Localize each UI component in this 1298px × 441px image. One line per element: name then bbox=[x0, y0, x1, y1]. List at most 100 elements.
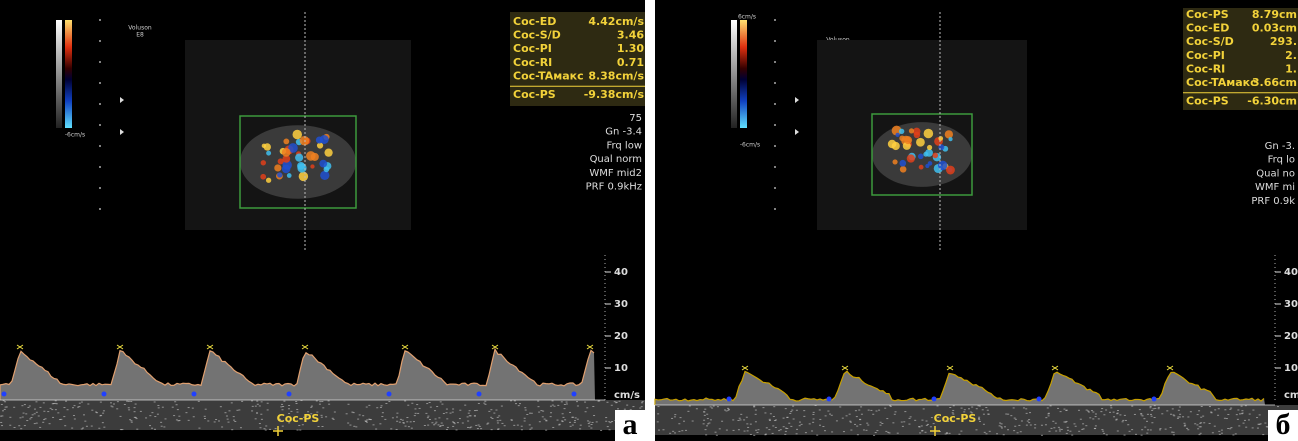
flow-pixel bbox=[919, 165, 924, 170]
speckle bbox=[438, 417, 440, 418]
speckle bbox=[231, 402, 233, 403]
speckle bbox=[1103, 414, 1105, 415]
speckle bbox=[129, 419, 131, 420]
speckle bbox=[427, 425, 429, 426]
speckle bbox=[435, 418, 437, 419]
speckle bbox=[872, 414, 874, 415]
flow-pixel bbox=[946, 166, 955, 175]
speckle bbox=[396, 421, 398, 422]
speckle bbox=[407, 405, 409, 406]
speckle bbox=[1214, 426, 1216, 427]
speckle bbox=[1050, 405, 1052, 406]
speckle bbox=[240, 427, 242, 428]
speckle bbox=[45, 418, 47, 419]
speckle bbox=[609, 422, 611, 423]
speckle bbox=[827, 411, 829, 412]
speckle bbox=[446, 418, 448, 419]
measurement-name: Coc-TAмакс bbox=[1186, 76, 1257, 89]
speckle bbox=[30, 417, 32, 418]
speckle bbox=[1158, 407, 1160, 408]
ed-marker bbox=[1152, 397, 1157, 402]
speckle bbox=[1217, 415, 1219, 416]
speckle bbox=[417, 413, 419, 414]
speckle bbox=[746, 423, 748, 424]
speckle bbox=[1100, 411, 1102, 412]
speckle bbox=[1150, 414, 1152, 415]
flow-pixel bbox=[918, 154, 924, 160]
speckle bbox=[1218, 408, 1220, 409]
speckle bbox=[259, 423, 261, 424]
speckle bbox=[521, 429, 523, 430]
speckle bbox=[859, 424, 861, 425]
speckle bbox=[362, 415, 364, 416]
speckle bbox=[234, 421, 236, 422]
speckle bbox=[902, 426, 904, 427]
speckle bbox=[1001, 423, 1003, 424]
speckle bbox=[161, 426, 163, 427]
depth-dot bbox=[774, 208, 776, 210]
speckle bbox=[419, 408, 421, 409]
speckle bbox=[662, 429, 664, 430]
flow-pixel bbox=[310, 164, 314, 168]
speckle bbox=[490, 409, 492, 410]
speckle bbox=[738, 429, 740, 430]
speckle bbox=[778, 430, 780, 431]
speckle bbox=[513, 425, 515, 426]
speckle bbox=[497, 420, 499, 421]
color-bar bbox=[65, 20, 72, 128]
speckle bbox=[1139, 409, 1141, 410]
speckle bbox=[501, 423, 503, 424]
speckle bbox=[773, 406, 775, 407]
speckle bbox=[504, 425, 506, 426]
speckle bbox=[562, 417, 564, 418]
speckle bbox=[868, 410, 870, 411]
speckle bbox=[467, 416, 469, 417]
gray-bar bbox=[56, 20, 62, 128]
speckle bbox=[566, 402, 568, 403]
speckle bbox=[607, 426, 609, 427]
speckle bbox=[1026, 413, 1028, 414]
speckle bbox=[55, 400, 57, 401]
speckle bbox=[715, 432, 717, 433]
measurement-value: 8.79cm bbox=[1252, 8, 1297, 21]
flow-pixel bbox=[320, 171, 329, 180]
measurement-name: Coc-TAмакс bbox=[513, 69, 584, 82]
speckle bbox=[98, 428, 100, 429]
measurement-value: 2. bbox=[1285, 49, 1297, 62]
scale-label: 20 bbox=[1284, 331, 1298, 342]
speckle bbox=[81, 428, 83, 429]
speckle bbox=[1230, 408, 1232, 409]
speckle bbox=[641, 402, 643, 403]
speckle bbox=[524, 418, 526, 419]
speckle bbox=[174, 401, 176, 402]
speckle bbox=[4, 409, 6, 410]
speckle bbox=[29, 418, 31, 419]
speckle bbox=[1103, 433, 1105, 434]
speckle bbox=[256, 401, 258, 402]
speckle bbox=[160, 422, 162, 423]
speckle bbox=[1125, 420, 1127, 421]
speckle bbox=[683, 421, 685, 422]
speckle bbox=[713, 406, 715, 407]
speckle bbox=[110, 402, 112, 403]
speckle bbox=[163, 426, 165, 427]
speckle bbox=[1226, 418, 1228, 419]
speckle bbox=[755, 430, 757, 431]
speckle bbox=[566, 403, 568, 404]
speckle bbox=[103, 410, 105, 411]
speckle bbox=[445, 412, 447, 413]
speckle bbox=[575, 417, 577, 418]
speckle bbox=[658, 430, 660, 431]
speckle bbox=[1131, 429, 1133, 430]
speckle bbox=[1119, 414, 1121, 415]
speckle bbox=[1248, 419, 1250, 420]
speckle bbox=[1186, 428, 1188, 429]
speckle bbox=[469, 427, 471, 428]
speckle bbox=[130, 420, 132, 421]
speckle bbox=[1144, 427, 1146, 428]
speckle bbox=[1154, 417, 1156, 418]
speckle bbox=[894, 414, 896, 415]
speckle bbox=[525, 410, 527, 411]
speckle bbox=[978, 418, 980, 419]
speckle bbox=[86, 426, 88, 427]
